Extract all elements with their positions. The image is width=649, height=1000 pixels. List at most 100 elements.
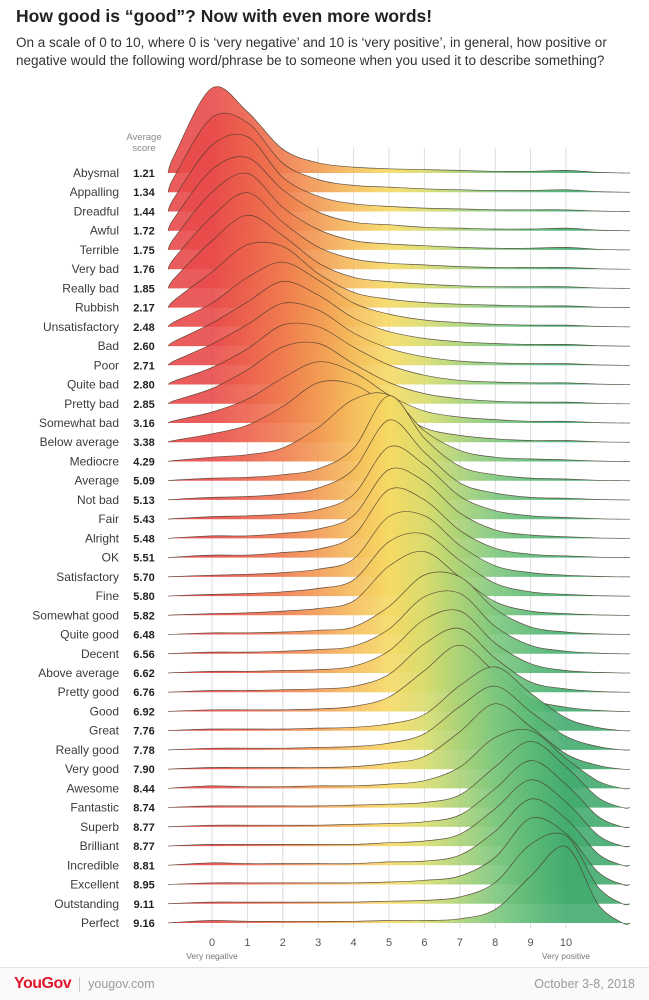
x-tick-label: 7: [457, 937, 463, 949]
word-label: Brilliant: [80, 839, 120, 853]
word-label: Superb: [80, 820, 119, 834]
word-label: Incredible: [67, 858, 119, 872]
word-score: 2.17: [133, 303, 154, 315]
word-score: 8.44: [133, 783, 155, 795]
page-subtitle: On a scale of 0 to 10, where 0 is ‘very …: [16, 35, 607, 68]
ridge-line: [167, 133, 630, 212]
footer: YouGov yougov.com October 3-8, 2018: [0, 967, 649, 1000]
ridge-fill: [168, 609, 630, 674]
word-label: Fine: [96, 589, 120, 603]
ridge-line: [167, 728, 631, 790]
x-axis-max-caption: Very positive: [542, 951, 590, 961]
word-score: 2.71: [133, 360, 154, 372]
ridge-fill: [168, 113, 630, 193]
ridge-line: [167, 832, 631, 906]
x-tick-label: 3: [315, 937, 321, 949]
ridge-line: [167, 156, 631, 232]
word-label: Poor: [94, 358, 119, 372]
word-score: 3.38: [133, 437, 154, 449]
word-label: Very bad: [72, 262, 119, 276]
word-label: Mediocre: [70, 454, 120, 468]
ridge-line: [167, 261, 631, 328]
word-score: 3.16: [133, 418, 154, 430]
word-score: 6.62: [133, 668, 154, 680]
ridge-line: [167, 703, 631, 770]
word-score: 1.85: [133, 283, 154, 295]
word-score: 5.09: [133, 476, 154, 488]
word-score: 2.48: [133, 322, 154, 334]
ridge-fill: [168, 590, 630, 654]
word-score: 4.29: [133, 456, 154, 468]
word-score: 1.34: [133, 187, 155, 199]
ridge-line: [167, 214, 631, 289]
ridge-line: [167, 467, 631, 539]
header: How good is “good”? Now with even more w…: [16, 6, 632, 70]
word-label: Rubbish: [75, 301, 119, 315]
word-score: 6.48: [133, 630, 154, 642]
ridge-line: [167, 779, 631, 848]
ridge-line: [167, 666, 631, 732]
ridge-line: [167, 86, 631, 174]
word-score: 2.60: [133, 341, 154, 353]
word-score: 7.78: [133, 745, 154, 757]
x-tick-label: 4: [351, 937, 357, 949]
word-score: 6.56: [133, 649, 154, 661]
ridge-line: [167, 341, 630, 405]
ridge-line: [167, 112, 631, 193]
word-label: Below average: [40, 435, 120, 449]
word-label: Pretty bad: [64, 397, 119, 411]
ridge-line: [167, 817, 631, 886]
word-label: Satisfactory: [56, 570, 119, 584]
word-score: 7.76: [133, 726, 154, 738]
word-score: 8.77: [133, 841, 154, 853]
word-score: 5.70: [133, 572, 154, 584]
word-label: Unsatisfactory: [43, 320, 119, 334]
word-score: 2.80: [133, 380, 154, 392]
word-score: 8.81: [133, 860, 154, 872]
word-score: 1.21: [133, 168, 154, 180]
ridge-fill: [168, 551, 630, 616]
word-score: 9.11: [134, 899, 155, 911]
ridge-line: [167, 644, 631, 712]
x-tick-label: 8: [492, 937, 498, 949]
ridge-line: [167, 740, 631, 809]
ridge-line: [167, 845, 631, 925]
word-label: Average: [75, 474, 120, 488]
word-label: Perfect: [81, 916, 120, 930]
word-score: 1.75: [133, 245, 154, 257]
x-tick-label: 2: [280, 937, 286, 949]
page-title: How good is “good”? Now with even more w…: [16, 6, 433, 26]
ridge-line: [167, 281, 630, 347]
footer-site-link[interactable]: yougov.com: [88, 977, 155, 991]
ridge-line: [167, 192, 630, 270]
ridge-line: [167, 302, 631, 366]
ridge-line: [167, 445, 630, 520]
word-label: Above average: [38, 666, 119, 680]
word-score: 1.76: [133, 264, 154, 276]
ridge-fill: [168, 86, 630, 174]
ridge-line: [167, 511, 630, 578]
word-score: 5.13: [133, 495, 154, 507]
word-label: Awesome: [67, 781, 120, 795]
word-label: Quite bad: [67, 378, 119, 392]
ridge-line: [167, 609, 631, 674]
footer-left: YouGov yougov.com: [14, 975, 155, 993]
word-score: 8.74: [133, 803, 155, 815]
word-score: 1.72: [133, 226, 154, 238]
word-label: Fantastic: [70, 801, 119, 815]
word-label: Pretty good: [58, 685, 119, 699]
word-label: Good: [90, 704, 119, 718]
word-label: Somewhat bad: [39, 416, 119, 430]
word-label: Really good: [56, 743, 119, 757]
word-label: Bad: [98, 339, 119, 353]
ridge-line: [167, 487, 631, 558]
word-score: 8.95: [133, 880, 154, 892]
ridge-line: [167, 798, 631, 867]
word-label: Fair: [98, 512, 119, 526]
x-tick-label: 5: [386, 937, 392, 949]
word-score: 7.90: [133, 764, 154, 776]
word-score: 6.92: [133, 706, 154, 718]
word-score: 5.82: [133, 610, 154, 622]
